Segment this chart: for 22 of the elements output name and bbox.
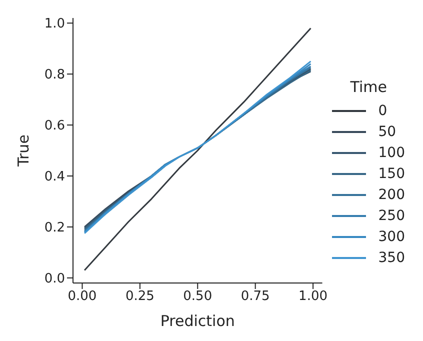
y-tick-label: 0.6 xyxy=(44,118,65,134)
legend-label: 300 xyxy=(378,228,405,244)
legend-label: 200 xyxy=(378,186,405,202)
x-tick-label: 0.50 xyxy=(183,289,212,304)
y-axis-title: True xyxy=(14,134,32,168)
x-tick-label: 0.00 xyxy=(68,289,97,304)
x-axis-title: Prediction xyxy=(160,312,235,330)
y-tick-label: 0.2 xyxy=(44,220,65,236)
y-tick-label: 0.0 xyxy=(44,272,65,287)
y-tick-label: 0.8 xyxy=(44,68,65,83)
legend-label: 250 xyxy=(378,208,405,224)
legend-label: 50 xyxy=(378,124,396,140)
y-tick-label: 1.0 xyxy=(44,16,65,32)
legend-label: 350 xyxy=(378,250,405,266)
legend-title: Time xyxy=(349,78,388,96)
legend-label: 0 xyxy=(378,102,388,118)
x-tick-label: 1.00 xyxy=(298,289,328,304)
x-tick-label: 0.75 xyxy=(240,289,270,304)
y-tick-label: 0.4 xyxy=(44,170,65,185)
x-tick-label: 0.25 xyxy=(125,289,154,304)
legend-label: 100 xyxy=(378,144,405,160)
legend-label: 150 xyxy=(378,166,405,182)
